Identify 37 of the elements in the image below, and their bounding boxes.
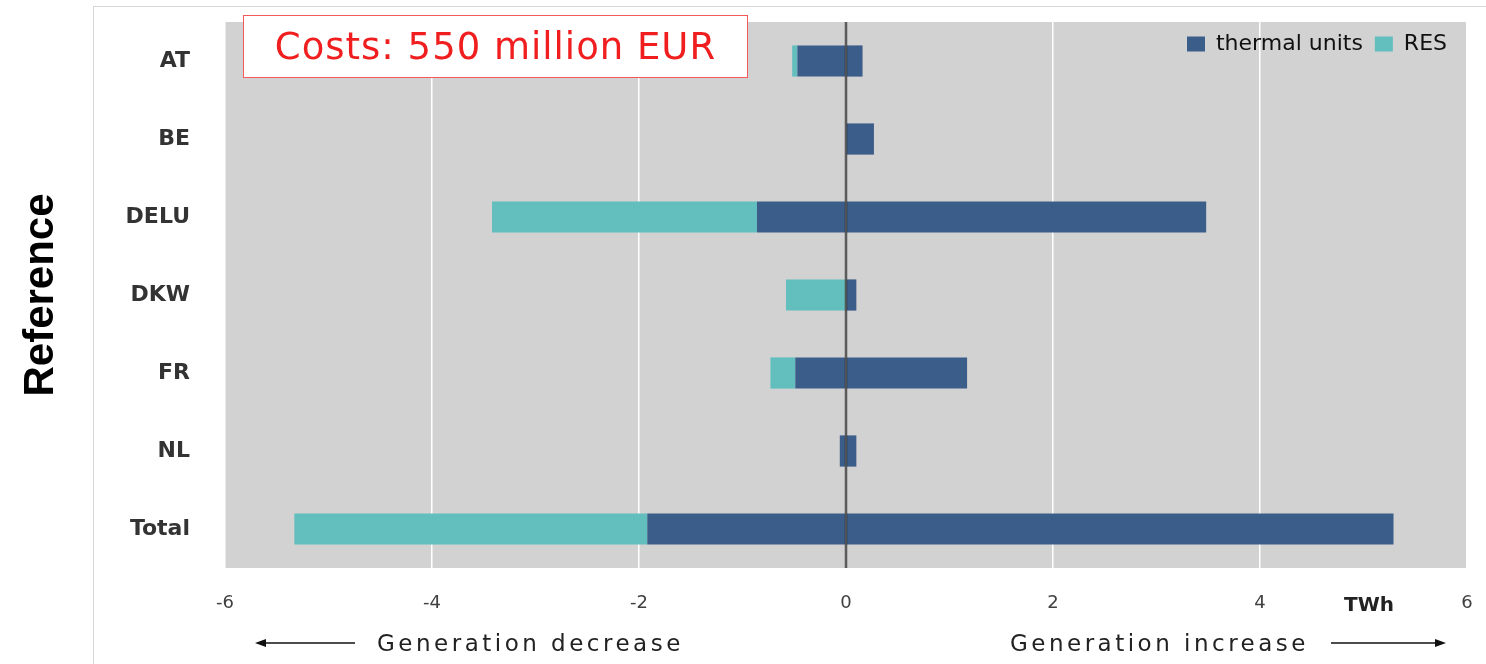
x-tick-label: -6 bbox=[216, 591, 234, 613]
bar bbox=[846, 435, 857, 467]
y-tick-label: DELU bbox=[125, 202, 190, 228]
text: Generation increase bbox=[1009, 630, 1309, 656]
bar bbox=[492, 201, 757, 233]
x-tick-label: 0 bbox=[840, 591, 852, 613]
x-tick-label: -4 bbox=[423, 591, 441, 613]
legend-label: thermal units bbox=[1215, 29, 1363, 55]
x-tick-label: 2 bbox=[1047, 591, 1059, 613]
bar bbox=[846, 201, 1207, 233]
text: Generation decrease bbox=[377, 630, 684, 656]
bar bbox=[792, 45, 798, 77]
bar bbox=[785, 279, 846, 311]
bar bbox=[846, 123, 874, 155]
y-tick-label: AT bbox=[159, 46, 190, 72]
legend-label: RES bbox=[1403, 29, 1447, 55]
bar bbox=[770, 357, 796, 389]
y-tick-label: NL bbox=[157, 436, 190, 462]
y-tick-label: FR bbox=[158, 358, 191, 384]
x-tick-label: 6 bbox=[1461, 591, 1473, 613]
bar bbox=[797, 45, 846, 77]
bar bbox=[846, 513, 1394, 545]
bar bbox=[647, 513, 846, 545]
y-tick-label: BE bbox=[158, 124, 190, 150]
x-tick-label: -2 bbox=[630, 591, 648, 613]
bar bbox=[839, 435, 846, 467]
bar bbox=[294, 513, 648, 545]
bar bbox=[756, 201, 846, 233]
bar bbox=[795, 357, 846, 389]
bar bbox=[846, 357, 968, 389]
y-tick-label: DKW bbox=[130, 280, 190, 306]
y-tick-label: Total bbox=[129, 514, 190, 540]
x-axis-title: TWh bbox=[1344, 592, 1394, 616]
x-tick-label: 4 bbox=[1254, 591, 1266, 613]
y-axis-title: Reference bbox=[14, 193, 62, 397]
bar bbox=[846, 45, 863, 77]
bar bbox=[846, 279, 857, 311]
